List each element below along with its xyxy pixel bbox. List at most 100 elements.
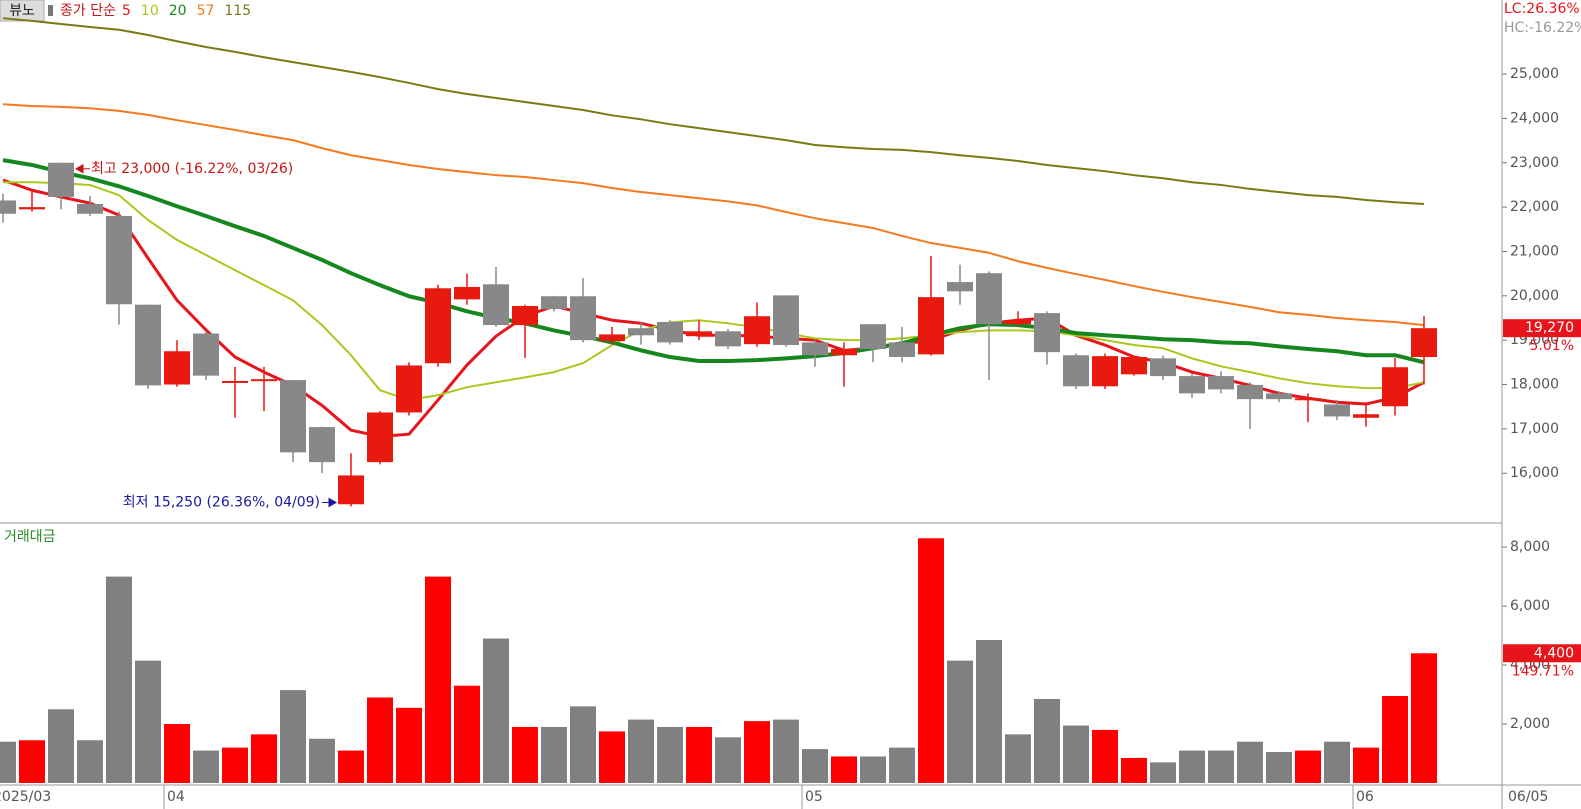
legend-entry: 5 xyxy=(122,3,131,19)
low-annotation: 최저 15,250 (26.36%, 04/09) xyxy=(123,494,320,510)
candle-body xyxy=(1179,376,1205,394)
change-label: 149.71% xyxy=(1512,663,1574,679)
candle-body xyxy=(1353,414,1379,418)
candle-body xyxy=(1411,328,1437,358)
volume-bar xyxy=(918,538,944,783)
candle-body xyxy=(1034,313,1060,353)
candle-body xyxy=(135,304,161,386)
corner-label: LC:26.36% xyxy=(1504,1,1580,17)
legend-entry: 10 xyxy=(141,3,159,19)
x-tick-label: 04 xyxy=(167,789,185,805)
y-tick-label: 16,000 xyxy=(1510,465,1559,481)
volume-bar xyxy=(0,741,16,783)
candle-body xyxy=(280,380,306,453)
volume-bar xyxy=(1179,750,1205,783)
candle-body xyxy=(425,288,451,364)
candle-body xyxy=(1092,356,1118,387)
candle-body xyxy=(831,349,857,356)
candle-body xyxy=(1295,398,1321,401)
stock-button[interactable] xyxy=(0,0,45,22)
ma-line xyxy=(2,17,1425,206)
x-last-label: 06/05 xyxy=(1508,789,1548,805)
candle-body xyxy=(1324,404,1350,417)
y-tick-label: 23,000 xyxy=(1510,155,1559,171)
corner-label: HC:-16.22% xyxy=(1504,20,1581,36)
volume-bar xyxy=(338,750,364,783)
volume-bar xyxy=(135,660,161,783)
y-tick-label: 17,000 xyxy=(1510,421,1559,437)
volume-bar xyxy=(106,576,132,783)
y-tick-label: 21,000 xyxy=(1510,243,1559,259)
legend-entry: 115 xyxy=(224,3,251,19)
volume-bar xyxy=(425,576,451,783)
volume-bar xyxy=(570,706,596,783)
volume-bar xyxy=(1353,747,1379,783)
candle-body xyxy=(251,379,277,382)
volume-bar xyxy=(1121,757,1147,783)
last-value-box xyxy=(1503,644,1581,663)
volume-bar xyxy=(1005,734,1031,783)
y-tick-label: 25,000 xyxy=(1510,66,1559,82)
candle-body xyxy=(889,342,915,358)
high-annotation: 최고 23,000 (-16.22%, 03/26) xyxy=(91,161,293,177)
candle-body xyxy=(1208,376,1234,390)
candle-body xyxy=(338,475,364,505)
candle-body xyxy=(0,200,16,214)
stock-name[interactable]: 뷰노 xyxy=(9,3,35,19)
volume-bar xyxy=(976,639,1002,783)
candle-body xyxy=(657,321,683,343)
candle-body xyxy=(1063,355,1089,387)
volume-bar xyxy=(367,697,393,783)
candle-body xyxy=(918,297,944,355)
volume-bar xyxy=(831,756,857,783)
volume-bar xyxy=(1063,725,1089,783)
candle-body xyxy=(19,207,45,210)
candle-body xyxy=(48,162,74,197)
volume-bar xyxy=(164,724,190,783)
candle-body xyxy=(1266,393,1292,400)
volume-bar xyxy=(1411,653,1437,783)
candle-body xyxy=(773,295,799,346)
ma-label: 종가 단순 xyxy=(60,3,116,19)
candle-body xyxy=(599,334,625,342)
candle-body xyxy=(77,204,103,214)
volume-bar xyxy=(193,750,219,783)
y-tick-label: 22,000 xyxy=(1510,199,1559,215)
legend-entry: 20 xyxy=(169,3,187,19)
ma-line xyxy=(2,178,1425,438)
volume-bar xyxy=(1208,750,1234,783)
last-value-label: 19,270 xyxy=(1525,320,1574,336)
volume-bar xyxy=(1092,729,1118,783)
candle-body xyxy=(802,342,828,356)
volume-bar xyxy=(889,747,915,783)
volume-bar xyxy=(1266,752,1292,783)
candle-body xyxy=(541,296,567,310)
volume-bar xyxy=(19,740,45,783)
y-tick-label: 18,000 xyxy=(1510,377,1559,393)
volume-bar xyxy=(1324,741,1350,783)
volume-bar xyxy=(686,726,712,783)
ma-line xyxy=(2,158,1425,365)
candle-body xyxy=(1150,358,1176,377)
x-tick-label: 06 xyxy=(1356,789,1374,805)
volume-bar xyxy=(1237,741,1263,783)
y-tick-label: 20,000 xyxy=(1510,288,1559,304)
volume-bar xyxy=(309,738,335,783)
candle-body xyxy=(744,316,770,345)
y-tick-label: 8,000 xyxy=(1510,539,1550,555)
candle-body xyxy=(106,215,132,305)
volume-bar xyxy=(396,707,422,783)
last-value-label: 4,400 xyxy=(1534,645,1574,661)
candle-body xyxy=(222,380,248,383)
volume-bar xyxy=(773,719,799,783)
candle-body xyxy=(628,328,654,336)
low-arrow xyxy=(322,497,338,508)
change-label: 5.01% xyxy=(1530,338,1574,354)
volume-bar xyxy=(1150,762,1176,783)
candle-body xyxy=(1382,367,1408,407)
candle-body xyxy=(396,365,422,413)
volume-bar xyxy=(744,721,770,783)
candle-body xyxy=(860,324,886,350)
volume-bar xyxy=(512,726,538,783)
